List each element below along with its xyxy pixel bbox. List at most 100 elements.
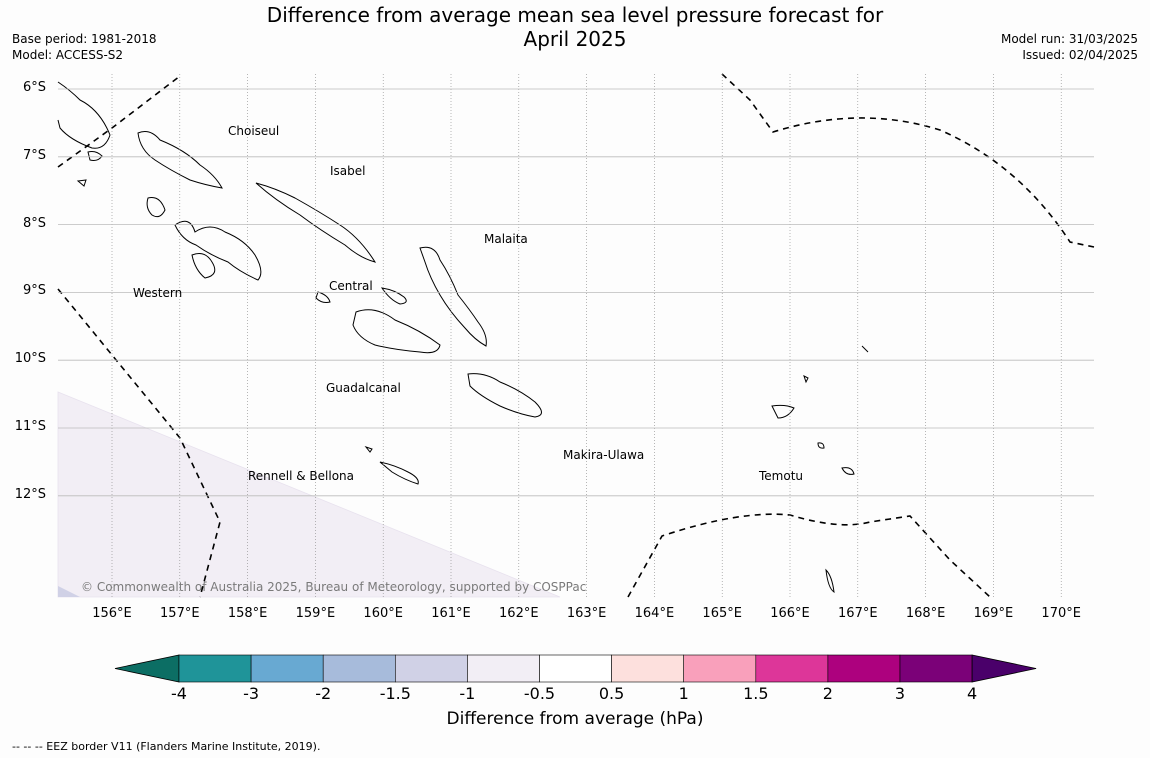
island-guadalcanal bbox=[352, 309, 441, 354]
island-rennell bbox=[379, 461, 419, 485]
eez-border-west bbox=[57, 288, 221, 598]
longitude-label: 162°E bbox=[499, 606, 539, 621]
issued-date: Issued: 02/04/2025 bbox=[1022, 48, 1138, 62]
island-russell bbox=[315, 291, 331, 303]
title-line-1: Difference from average mean sea level p… bbox=[266, 3, 884, 27]
island-vanikoro bbox=[841, 467, 855, 475]
longitude-label: 157°E bbox=[160, 606, 200, 621]
latitude-label: 6°S bbox=[22, 80, 46, 95]
colorbar bbox=[114, 654, 1037, 683]
island-choiseul bbox=[137, 131, 223, 189]
model-run: Model run: 31/03/2025 bbox=[1000, 32, 1138, 46]
island-bougainville bbox=[57, 81, 111, 149]
region-label-malaita: Malaita bbox=[484, 232, 528, 246]
meta-left: Base period: 1981-2018 Model: ACCESS-S2 bbox=[12, 31, 157, 63]
region-label-guadalcanal: Guadalcanal bbox=[326, 381, 401, 395]
latitude-label: 10°S bbox=[14, 351, 46, 367]
model-name: Model: ACCESS-S2 bbox=[12, 48, 124, 62]
island-makira bbox=[467, 373, 542, 418]
island-santa-cruz bbox=[771, 404, 795, 419]
copyright-text: © Commonwealth of Australia 2025, Bureau… bbox=[81, 580, 587, 594]
island-buka-small bbox=[87, 151, 103, 161]
region-label-temotu: Temotu bbox=[759, 469, 804, 483]
colorbar-tick-label: 1.5 bbox=[743, 684, 769, 703]
island-utupua bbox=[817, 442, 825, 449]
colorbar-tick-label: -1 bbox=[459, 684, 476, 703]
longitude-label: 170°E bbox=[1041, 606, 1081, 621]
island-reef-islands bbox=[803, 375, 809, 384]
island-rendova bbox=[191, 253, 216, 279]
anomaly-shading-deep bbox=[58, 586, 80, 597]
colorbar-extend-low bbox=[114, 654, 180, 683]
colorbar-segment bbox=[899, 654, 973, 683]
meta-right: Model run: 31/03/2025 Issued: 02/04/2025 bbox=[1001, 31, 1138, 63]
longitude-label: 168°E bbox=[905, 606, 946, 621]
longitude-label: 164°E bbox=[634, 606, 675, 621]
colorbar-segment bbox=[322, 654, 396, 683]
colorbar-segment bbox=[683, 654, 757, 683]
colorbar-segment bbox=[394, 654, 468, 683]
longitude-label: 167°E bbox=[838, 606, 878, 621]
eez-border-northeast bbox=[721, 73, 1095, 248]
eez-border-northwest bbox=[57, 75, 181, 168]
island-bellona bbox=[364, 445, 373, 453]
colorbar-tick-label: 2 bbox=[822, 684, 833, 703]
eez-legend-note: -- -- -- EEZ border V11 (Flanders Marine… bbox=[12, 740, 321, 753]
base-period: Base period: 1981-2018 bbox=[12, 32, 157, 46]
region-label-choiseul: Choiseul bbox=[228, 124, 280, 138]
colorbar-label: Difference from average (hPa) bbox=[446, 709, 704, 729]
latitude-gridlines bbox=[58, 88, 1094, 497]
longitude-label: 161°E bbox=[431, 606, 471, 621]
latitude-label: 11°S bbox=[14, 419, 46, 434]
colorbar-tick-label: 4 bbox=[967, 684, 978, 703]
island-florida bbox=[380, 287, 407, 305]
colorbar-segment bbox=[178, 654, 252, 683]
longitude-label: 158°E bbox=[227, 606, 268, 621]
colorbar-segment bbox=[755, 654, 829, 683]
colorbar-tick-label: 1 bbox=[678, 684, 689, 703]
region-label-rennell-bellona: Rennell & Bellona bbox=[248, 469, 355, 483]
island-duff bbox=[861, 345, 869, 353]
colorbar-tick-label: -4 bbox=[171, 684, 187, 703]
island-small-west bbox=[76, 179, 87, 187]
island-new-georgia bbox=[174, 220, 262, 281]
coastlines bbox=[57, 81, 869, 594]
longitude-label: 156°E bbox=[92, 606, 132, 621]
eez-border-southeast bbox=[627, 513, 991, 598]
colorbar-tick-label: 0.5 bbox=[598, 684, 625, 703]
longitude-label: 160°E bbox=[363, 606, 403, 621]
island-tikopia bbox=[825, 568, 835, 594]
map-content bbox=[57, 73, 1095, 598]
longitude-label: 159°E bbox=[295, 606, 336, 621]
colorbar-segment bbox=[539, 654, 612, 683]
colorbar-tick-label: -0.5 bbox=[523, 684, 556, 703]
colorbar-segment bbox=[611, 654, 684, 683]
region-label-makira-ulawa: Makira-Ulawa bbox=[563, 448, 645, 462]
colorbar-segment bbox=[467, 654, 540, 683]
colorbar-tick-label: -3 bbox=[243, 684, 260, 703]
region-label-central: Central bbox=[329, 279, 373, 293]
region-label-western: Western bbox=[133, 286, 183, 300]
title-line-2: April 2025 bbox=[523, 27, 627, 51]
island-isabel bbox=[255, 182, 377, 263]
longitude-label: 169°E bbox=[973, 606, 1014, 621]
region-label-isabel: Isabel bbox=[330, 164, 366, 178]
island-vella bbox=[146, 197, 166, 218]
longitude-label: 166°E bbox=[770, 606, 810, 621]
island-malaita bbox=[419, 246, 487, 347]
longitude-label: 163°E bbox=[566, 606, 607, 621]
latitude-label: 8°S bbox=[22, 215, 46, 231]
colorbar-tick-label: 3 bbox=[894, 684, 906, 703]
colorbar-extend-high bbox=[971, 654, 1037, 683]
colorbar-segment bbox=[250, 654, 324, 683]
latitude-label: 12°S bbox=[14, 486, 46, 502]
colorbar-tick-label: -1.5 bbox=[379, 684, 411, 703]
colorbar-tick-label: -2 bbox=[315, 684, 332, 703]
anomaly-shading bbox=[57, 391, 561, 598]
latitude-label: 7°S bbox=[22, 147, 46, 163]
longitude-label: 165°E bbox=[702, 606, 742, 621]
latitude-label: 9°S bbox=[22, 283, 46, 299]
colorbar-segments bbox=[114, 654, 1037, 683]
chart-title: Difference from average mean sea level p… bbox=[0, 3, 1150, 51]
